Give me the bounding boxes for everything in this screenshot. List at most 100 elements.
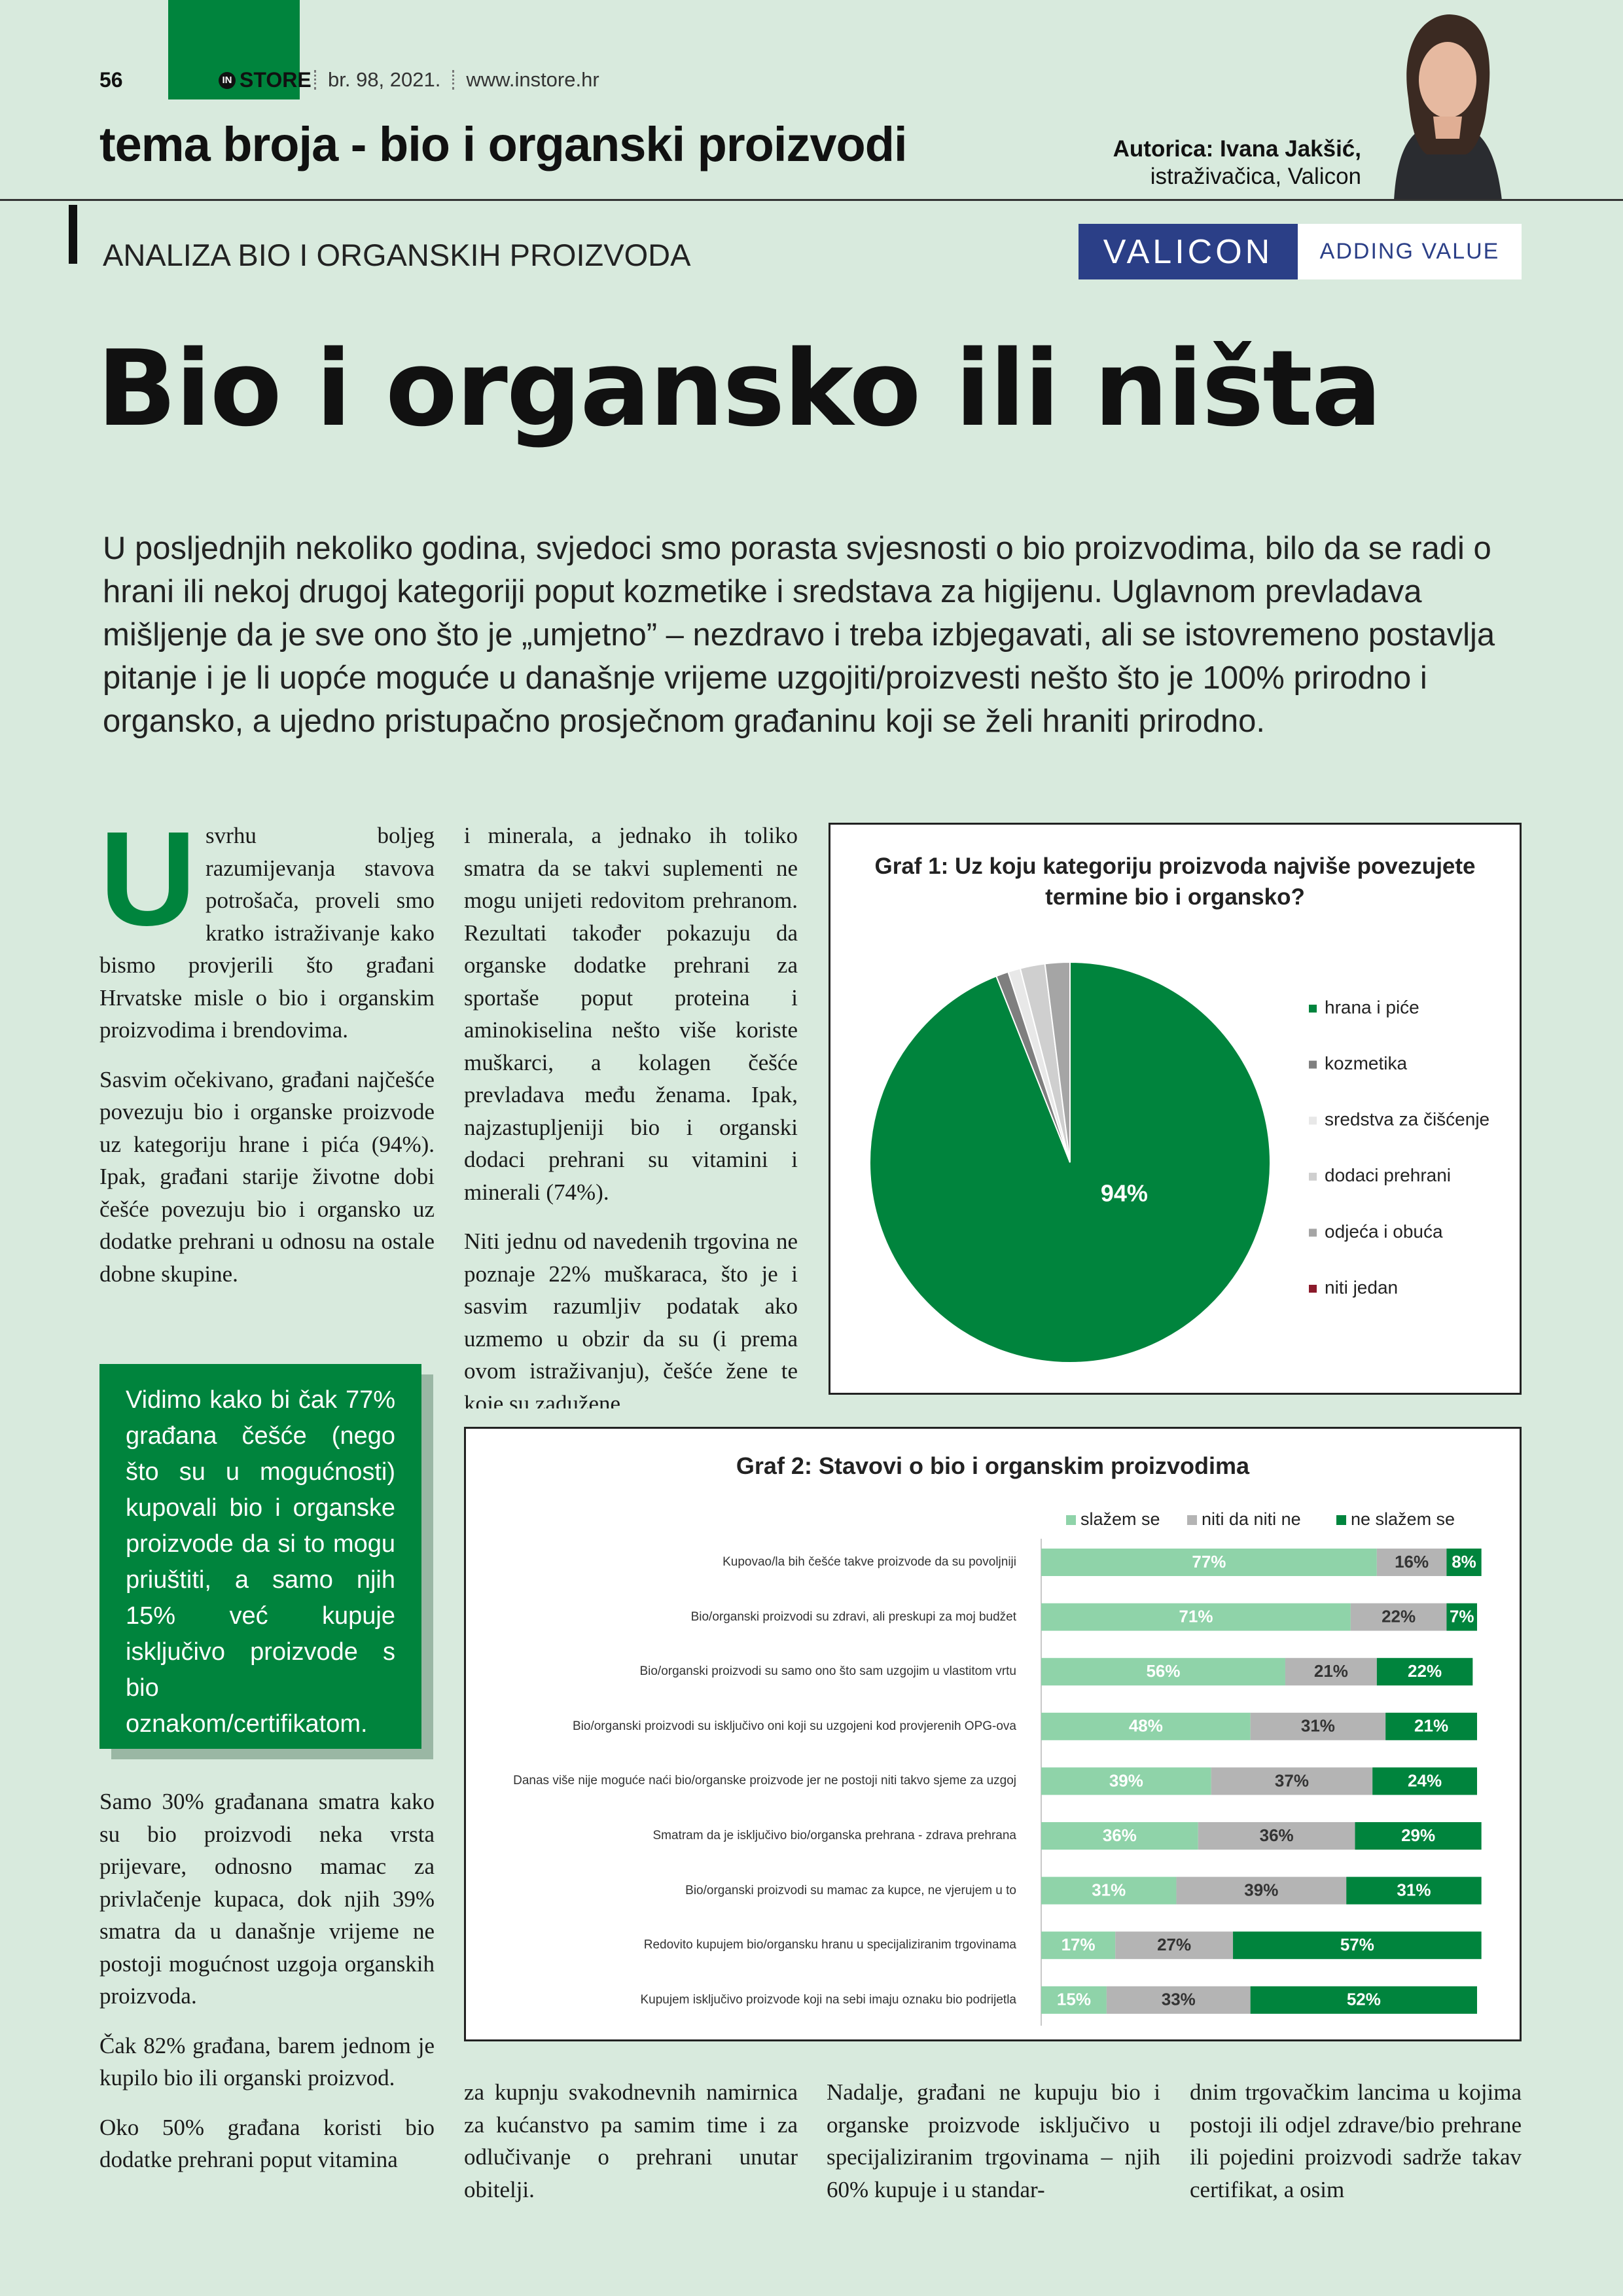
category-label: Bio/organski proizvodi su zdravi, ali pr… (690, 1609, 1016, 1624)
bar-segment (1211, 1767, 1373, 1795)
data-label: 36% (1103, 1825, 1137, 1845)
data-label: 31% (1301, 1716, 1335, 1736)
chart-title: Graf 1: Uz koju kategoriju proizvoda naj… (874, 853, 1476, 910)
author-role: istraživačica, Valicon (1150, 164, 1361, 189)
bar-segment (1041, 1931, 1116, 1960)
legend-label: niti da niti ne (1202, 1509, 1301, 1529)
data-label: 7% (1450, 1606, 1474, 1626)
bar-segment (1350, 1603, 1447, 1631)
article-title: Bio i organsko ili ništa (97, 327, 1382, 450)
paragraph: za kupnju svakodnevnih namirnica za kuća… (464, 2079, 798, 2202)
page-number: 56 (99, 68, 123, 92)
legend-swatch (1309, 1285, 1317, 1293)
bar-segment (1198, 1822, 1355, 1850)
bar-segment (1115, 1931, 1234, 1960)
data-label: 39% (1109, 1770, 1143, 1790)
legend-swatch (1309, 1117, 1317, 1125)
column-5: dnim trgovačkim lancima u kojima postoji… (1190, 2076, 1522, 2207)
legend-label: odjeća i obuća (1325, 1221, 1443, 1242)
column-3: za kupnju svakodnevnih namirnica za kuća… (464, 2076, 798, 2207)
legend-swatch (1309, 1229, 1317, 1237)
issue: br. 98, 2021. (328, 68, 441, 91)
data-label: 48% (1129, 1716, 1163, 1736)
chart-2-plot: slažem se niti da niti ne ne slažem se 77% 1… (1041, 1509, 1482, 2026)
data-label: 29% (1401, 1825, 1435, 1845)
column-2: i minerala, a jednako ih toliko smatra d… (464, 819, 798, 1408)
paragraph: i minerala, a jednako ih toliko smatra d… (464, 823, 798, 1205)
category-label: Smatram da je isključivo bio/organska pr… (652, 1829, 1017, 1842)
category-label: Bio/organski proizvodi su mamac za kupce… (685, 1883, 1016, 1897)
legend-swatch (1309, 1172, 1317, 1181)
data-label: 21% (1314, 1661, 1348, 1681)
chart-1: Graf 1: Uz koju kategoriju proizvoda naj… (829, 823, 1522, 1395)
paragraph: Nadalje, građani ne kupuju bio i organsk… (827, 2079, 1160, 2202)
bar-segment (1446, 1603, 1477, 1631)
data-label: 57% (1340, 1935, 1374, 1954)
category-label: Kupovao/la bih češće takve proizvode da … (722, 1555, 1016, 1569)
data-label: 24% (1408, 1770, 1442, 1790)
website: www.instore.hr (466, 68, 599, 91)
category-label: Kupujem isključivo proizvode koji na seb… (640, 1992, 1016, 2007)
bar-segment (1041, 1712, 1251, 1740)
paragraph-text: svrhu boljeg razumijevanja stavova potro… (99, 823, 435, 1043)
bar-segment (1041, 1658, 1285, 1686)
bar-segment (1446, 1549, 1482, 1576)
data-label: 22% (1408, 1661, 1442, 1681)
paragraph: Niti jednu od navedenih trgovina ne pozn… (464, 1229, 798, 1408)
data-label: 71% (1179, 1606, 1213, 1626)
bar-segment (1346, 1876, 1482, 1905)
data-label: 33% (1162, 1990, 1196, 2009)
bar-segment (1285, 1658, 1377, 1686)
legend-label: kozmetika (1325, 1053, 1407, 1073)
data-label: 21% (1414, 1716, 1448, 1736)
category-label: Bio/organski proizvodi su samo ono što s… (639, 1664, 1016, 1679)
data-label: 56% (1146, 1661, 1180, 1681)
bar-segment (1176, 1876, 1347, 1905)
bar-segment (1376, 1549, 1447, 1576)
pull-quote: Vidimo kako bi čak 77% građana češće (ne… (99, 1364, 421, 1749)
legend-label: hrana i piće (1325, 997, 1419, 1017)
paragraph: Sasvim očekivano, građani najčešće povez… (99, 1066, 435, 1287)
column-1-continued: Samo 30% građanana smatra kako su bio pr… (99, 1785, 435, 2204)
bar-segment (1250, 1712, 1386, 1740)
brand-prefix: IN (219, 71, 236, 89)
legend-swatch (1336, 1515, 1346, 1525)
legend-label: dodaci prehrani (1325, 1165, 1451, 1185)
bar-segment (1376, 1658, 1473, 1686)
separator (314, 70, 316, 90)
kicker: ANALIZA BIO I ORGANSKIH PROIZVODA (103, 238, 691, 272)
data-label: 52% (1347, 1990, 1381, 2009)
legend-swatch (1309, 1060, 1317, 1069)
kicker-bar (69, 205, 77, 264)
paragraph: Čak 82% građana, barem jednom je kupilo … (99, 2032, 435, 2091)
data-label: 8% (1452, 1552, 1476, 1571)
category-label: Danas više nije moguće naći bio/organske… (513, 1774, 1016, 1788)
bar-segment (1233, 1931, 1482, 1960)
data-label: 31% (1397, 1880, 1431, 1899)
bar-segment (1372, 1767, 1477, 1795)
chart-title: Graf 2: Stavovi o bio i organskim proizv… (736, 1452, 1250, 1479)
bar-segment (1250, 1986, 1477, 2014)
brand-name: STORE (240, 68, 312, 92)
bar-segment (1041, 1549, 1377, 1576)
intro: U posljednjih nekoliko godina, svjedoci … (103, 531, 1495, 739)
bar-segment (1041, 1822, 1198, 1850)
separator (452, 70, 455, 90)
section-title: tema broja - bio i organski proizvodi (99, 117, 908, 171)
brand: IN STORE (219, 68, 312, 92)
data-label: 77% (1192, 1552, 1226, 1571)
column-4: Nadalje, građani ne kupuju bio i organsk… (827, 2076, 1160, 2207)
bar-segment (1041, 1603, 1351, 1631)
data-label: 16% (1395, 1552, 1429, 1571)
legend-swatch (1187, 1515, 1197, 1525)
paragraph: dnim trgovačkim lancima u kojima postoji… (1190, 2079, 1522, 2202)
logo-tagline: ADDING VALUE (1298, 224, 1522, 279)
data-label: 36% (1260, 1825, 1294, 1845)
drop-cap: U (99, 819, 197, 954)
chart-2: Graf 2: Stavovi o bio i organskim proizv… (464, 1427, 1522, 2041)
bar-segment (1385, 1712, 1477, 1740)
